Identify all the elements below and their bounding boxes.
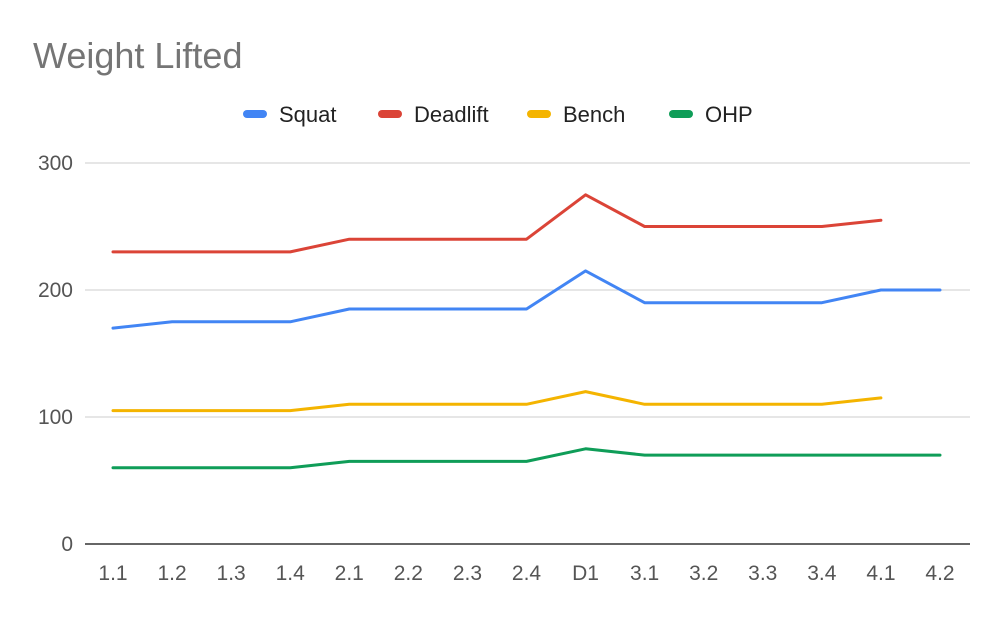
series-line-ohp — [111, 447, 942, 470]
x-axis-ticks: 1.1 1.2 1.3 1.4 2.1 2.2 2.3 2.4 D1 3.1 3.2 3.3 3.4 4.… — [98, 562, 954, 585]
legend: Squat Deadlift Bench OHP — [243, 102, 753, 127]
x-tick-label: 4.1 — [866, 562, 895, 585]
series-line-squat — [111, 269, 942, 330]
legend-label: Bench — [563, 102, 625, 127]
legend-label: Squat — [279, 102, 337, 127]
series-lines — [111, 193, 942, 470]
legend-item-squat: Squat — [243, 102, 337, 127]
x-tick-label: 1.2 — [157, 562, 186, 585]
x-tick-label: 3.1 — [630, 562, 659, 585]
y-axis-ticks: 0 100 200 300 — [38, 152, 73, 556]
x-tick-label: 1.1 — [98, 562, 127, 585]
y-tick-label: 100 — [38, 406, 73, 429]
chart-title: Weight Lifted — [33, 35, 242, 76]
x-tick-label: 3.4 — [807, 562, 837, 585]
legend-swatch — [243, 110, 267, 118]
legend-swatch — [527, 110, 551, 118]
x-tick-label: 2.1 — [335, 562, 364, 585]
x-tick-label: 3.3 — [748, 562, 777, 585]
series-line-bench — [111, 390, 883, 413]
x-tick-label: 4.2 — [925, 562, 954, 585]
legend-label: Deadlift — [414, 102, 489, 127]
x-tick-label: 3.2 — [689, 562, 718, 585]
y-tick-label: 200 — [38, 279, 73, 302]
legend-swatch — [669, 110, 693, 118]
x-tick-label: 2.4 — [512, 562, 542, 585]
x-tick-label: 1.4 — [276, 562, 306, 585]
x-tick-label: 2.3 — [453, 562, 482, 585]
y-tick-label: 0 — [61, 533, 73, 556]
legend-item-deadlift: Deadlift — [378, 102, 489, 127]
gridlines — [85, 162, 970, 545]
legend-item-bench: Bench — [527, 102, 625, 127]
legend-label: OHP — [705, 102, 753, 127]
x-tick-label: 2.2 — [394, 562, 423, 585]
y-tick-label: 300 — [38, 152, 73, 175]
legend-swatch — [378, 110, 402, 118]
legend-item-ohp: OHP — [669, 102, 753, 127]
x-tick-label: D1 — [572, 562, 599, 585]
series-line-deadlift — [111, 193, 883, 254]
x-tick-label: 1.3 — [217, 562, 246, 585]
